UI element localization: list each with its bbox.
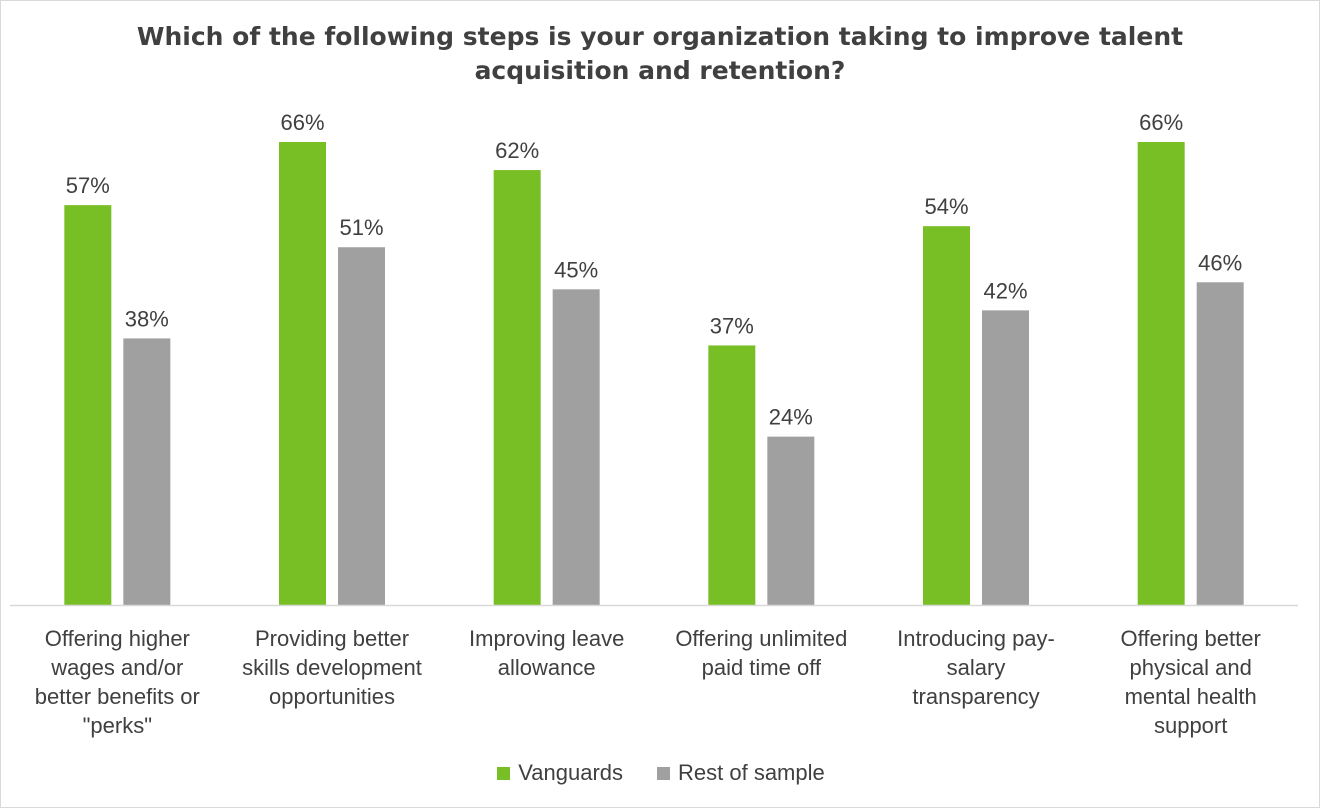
bar-rest-of-sample-2 [552,289,600,605]
category-label-0: Offering higher wages and/or better benefi… [35,626,200,738]
data-label-vanguards-3: 37% [710,313,754,338]
legend-label-vanguards: Vanguards [518,760,624,785]
bar-vanguards-0 [64,205,112,606]
legend-label-rest-of-sample: Rest of sample [678,760,825,785]
category-label-3: Offering unlimited paid time off [675,626,847,680]
data-label-vanguards-5: 66% [1139,110,1183,135]
bar-vanguards-3 [708,345,756,605]
legend-item-vanguards: Vanguards [497,760,623,786]
category-label-4: Introducing pay-salary transparency [897,626,1055,709]
chart-plot: 57% 38% Offering higher wages and/or better … [10,110,1298,738]
bar-vanguards-4 [923,226,970,605]
legend-swatch-rest-of-sample [657,766,671,780]
bar-rest-of-sample-0 [123,338,171,605]
bar-vanguards-5 [1137,142,1185,605]
category-label-2: Improving leave allowance [469,626,624,680]
data-label-vanguards-2: 62% [495,138,539,163]
bar-vanguards-2 [493,170,541,605]
data-label-vanguards-4: 54% [924,194,968,219]
data-label-rest-of-sample-5: 46% [1198,250,1242,275]
data-label-rest-of-sample-2: 45% [554,257,598,282]
bar-rest-of-sample-3 [767,436,815,605]
legend-item-rest-of-sample: Rest of sample [657,760,825,786]
bar-vanguards-1 [279,142,326,605]
data-label-rest-of-sample-3: 24% [769,405,813,430]
bar-rest-of-sample-5 [1196,282,1244,605]
bar-rest-of-sample-1 [338,247,385,605]
data-label-rest-of-sample-0: 38% [125,306,169,331]
category-label-1: Providing better skills development opport… [242,626,422,709]
chart-title: Which of the following steps is your org… [136,22,1184,85]
data-label-vanguards-0: 57% [66,173,110,198]
legend: Vanguards Rest of sample [0,760,1322,786]
data-label-rest-of-sample-4: 42% [983,278,1027,303]
data-label-vanguards-1: 66% [280,110,324,135]
data-label-rest-of-sample-1: 51% [339,215,383,240]
legend-swatch-vanguards [497,766,511,780]
bar-rest-of-sample-4 [982,310,1029,605]
category-label-5: Offering better physical and mental health… [1121,626,1261,738]
